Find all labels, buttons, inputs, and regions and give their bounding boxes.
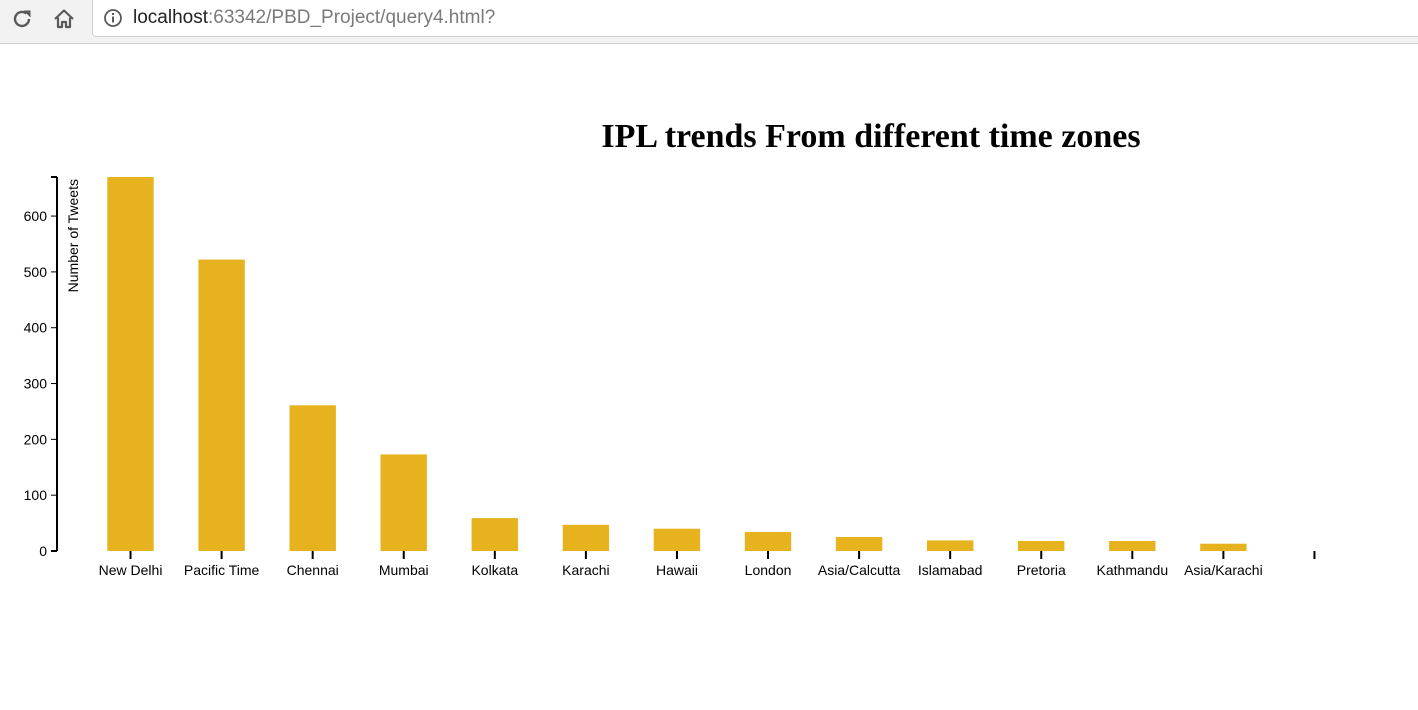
x-tick-label: Asia/Calcutta	[818, 562, 901, 578]
page-content: IPL trends From different time zones 0 10…	[0, 44, 1418, 710]
x-tick-label: London	[745, 562, 792, 578]
x-tick-label: Pacific Time	[184, 562, 260, 578]
y-tick-label: 300	[24, 376, 48, 392]
x-tick-label: Islamabad	[918, 562, 983, 578]
y-tick-label: 500	[24, 264, 48, 280]
bar	[289, 405, 336, 551]
x-tick-label: Hawaii	[656, 562, 698, 578]
x-tick-label: Kathmandu	[1097, 562, 1169, 578]
address-bar[interactable]: localhost:63342/PBD_Project/query4.html?	[92, 0, 1418, 37]
x-tick-label: Karachi	[562, 562, 609, 578]
y-tick-label: 0	[39, 543, 47, 559]
x-tick-label: Chennai	[287, 562, 339, 578]
bar-chart: 0 100 200 300 400 500 600 Number of Tweets New D…	[24, 176, 1316, 578]
url-text[interactable]: localhost:63342/PBD_Project/query4.html?	[133, 7, 495, 29]
bar	[927, 540, 974, 551]
y-tick-label: 200	[24, 431, 48, 447]
home-button[interactable]	[47, 4, 81, 34]
bar	[198, 259, 245, 551]
x-tick-label: Mumbai	[379, 562, 429, 578]
bar	[107, 177, 154, 551]
bar	[835, 537, 883, 551]
chart-title: IPL trends From different time zones	[601, 118, 1141, 155]
bar	[1018, 541, 1065, 551]
y-tick-label: 100	[24, 487, 48, 503]
y-tick-label: 400	[24, 320, 48, 336]
url-host: localhost	[133, 7, 208, 28]
x-tick-label: Kolkata	[471, 562, 518, 578]
bar	[471, 518, 518, 551]
bar	[653, 528, 701, 551]
info-icon[interactable]	[103, 7, 125, 29]
y-axis-label: Number of Tweets	[65, 179, 81, 292]
y-tick-label: 600	[24, 208, 48, 224]
reload-icon	[13, 10, 31, 28]
bar	[562, 524, 610, 551]
url-path: :63342/PBD_Project/query4.html?	[208, 7, 496, 28]
bar	[1109, 541, 1156, 551]
bar	[1200, 543, 1247, 551]
bar	[744, 532, 792, 551]
browser-toolbar: localhost:63342/PBD_Project/query4.html?	[0, 0, 1418, 44]
x-tick-label: Pretoria	[1017, 562, 1066, 578]
reload-button[interactable]	[5, 4, 39, 34]
x-tick-label: Asia/Karachi	[1184, 562, 1263, 578]
bar	[380, 454, 427, 551]
x-tick-label: New Delhi	[99, 562, 163, 578]
home-icon	[54, 9, 74, 29]
